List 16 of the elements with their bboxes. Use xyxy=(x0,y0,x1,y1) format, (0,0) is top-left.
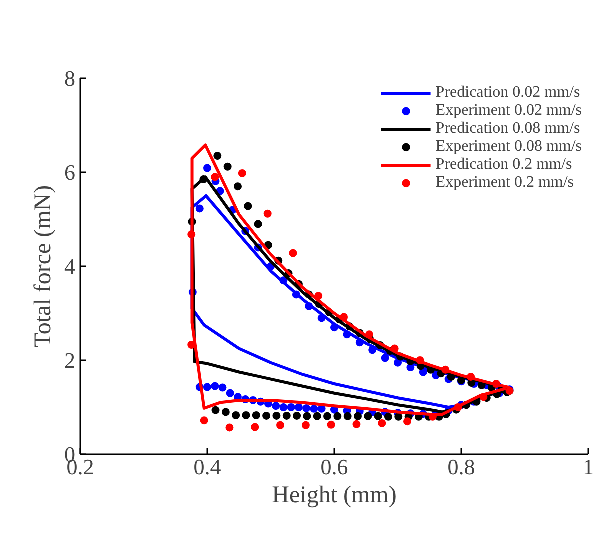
legend-label: Experiment 0.08 mm/s xyxy=(436,138,582,156)
x-tick-label: 0.6 xyxy=(320,454,348,480)
y-tick-label: 4 xyxy=(64,254,76,279)
legend-label: Experiment 0.02 mm/s xyxy=(436,102,582,120)
legend-label: Predication 0.02 mm/s xyxy=(436,84,580,102)
legend-label: Predication 0.08 mm/s xyxy=(436,120,580,138)
x-axis-title: Height (mm) xyxy=(272,482,397,508)
x-tick-label: 0.4 xyxy=(194,454,222,480)
x-tick-label: 0.8 xyxy=(448,454,476,480)
y-tick-label: 6 xyxy=(64,160,76,185)
x-tick-label: 1 xyxy=(583,454,594,480)
legend-label: Predication 0.2 mm/s xyxy=(436,156,572,174)
y-tick-label: 8 xyxy=(64,66,76,91)
y-axis-title: Total force (mN) xyxy=(30,185,56,348)
legend-label: Experiment 0.2 mm/s xyxy=(436,174,574,192)
y-tick-label: 2 xyxy=(64,348,76,373)
